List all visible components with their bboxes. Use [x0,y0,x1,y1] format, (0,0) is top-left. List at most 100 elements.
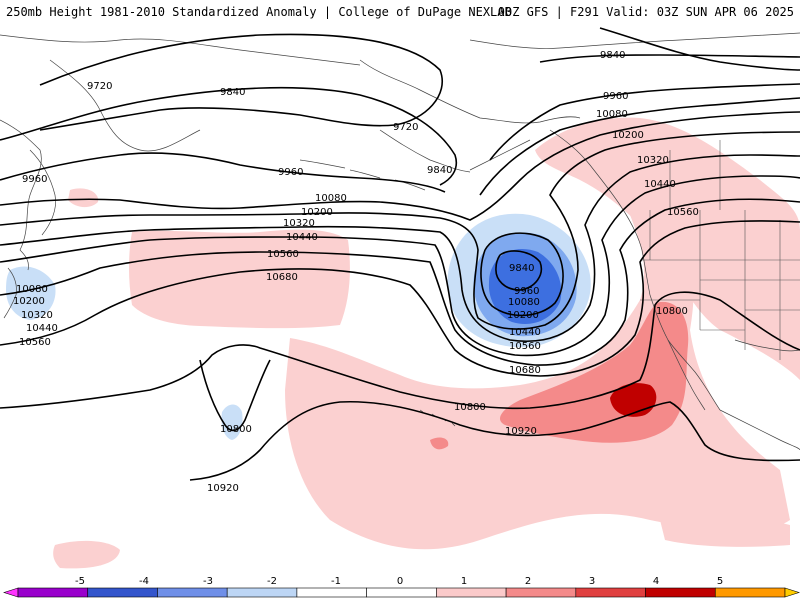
colorbar-tick-label: 1 [461,576,467,587]
contour-10560 [0,198,800,366]
negative-anomaly-3-trough [488,248,562,324]
contour-9840-b [539,54,800,63]
colorbar-arrow-right [784,587,800,598]
contour-label: 9720 [393,122,418,133]
contour-label: 9960 [514,286,539,297]
colorbar: -5 -4 -3 -2 -1 0 1 2 3 4 5 [3,576,800,598]
contour-label: 10320 [283,218,315,229]
contour-10920 [189,400,800,481]
map-title: 250mb Height 1981-2010 Standardized Anom… [6,5,512,19]
negative-anomaly-1-west [6,266,56,320]
colorbar-tick-label: 2 [525,576,531,587]
colorbar-tick-label: -3 [203,576,213,587]
colorbar-segment [436,587,507,598]
contour-10800-dip [199,359,271,432]
contour-10680 [0,220,800,377]
contour-label: 9840 [600,50,625,61]
title-bar: 250mb Height 1981-2010 Standardized Anom… [0,0,800,22]
contour-label: 10800 [656,306,688,317]
colorbar-segment [157,587,228,598]
positive-anomaly-1-coast [535,117,800,380]
contour-label: 10560 [667,207,699,218]
colorbar-tick-label: -4 [139,576,149,587]
contour-label: 10200 [13,296,45,307]
colorbar-segment [226,587,298,598]
contour-label: 10680 [266,272,298,283]
contour-label: 10800 [220,424,252,435]
contour-label: 10200 [301,207,333,218]
contour-label: 9840 [427,165,452,176]
contour-label: 10680 [509,365,541,376]
contour-9840-a [0,86,458,186]
coastline-kamchatka [29,149,56,236]
colorbar-segment [645,587,716,598]
coastline-hawaii [419,409,456,427]
coastline-japan [3,249,29,319]
colorbar-tick-label: -2 [267,576,277,587]
coastline-alaska [359,59,581,173]
colorbar-tick-label: 4 [653,576,659,587]
colorbar-tick-labels: -5 -4 -3 -2 -1 0 1 2 3 4 5 [75,576,723,587]
colorbar-segment [87,587,158,598]
colorbar-tick-label: -5 [75,576,85,587]
contour-label: 9960 [22,174,47,185]
contour-label: 9960 [603,91,628,102]
contour-9960-b [479,97,800,196]
contour-label: 10440 [509,327,541,338]
coastlines [0,32,800,451]
contour-10200 [0,131,800,330]
contour-label: 10440 [26,323,58,334]
colorbar-tick-label: 5 [717,576,723,587]
positive-anomaly-2-blob [430,437,449,450]
contour-10080 [0,111,800,221]
contour-label: 10080 [596,109,628,120]
positive-anomaly-1-nw-blob [68,188,99,208]
height-contours [0,27,800,481]
coastline-arctic [469,32,800,49]
contour-label: 10320 [21,310,53,321]
contour-label: 10560 [509,341,541,352]
contour-10800 [0,291,800,410]
colorbar-segment [505,587,577,598]
contour-label: 10920 [505,426,537,437]
contour-10320 [0,154,800,343]
map-plot: 9720 9840 9720 9840 9960 9960 10080 1020… [0,22,800,570]
negative-anomaly-1-south [221,404,243,440]
contour-label: 10320 [637,155,669,166]
contour-label: 10200 [612,130,644,141]
contour-label: 10440 [644,179,676,190]
contour-low-9840 [495,250,542,291]
contour-label: 10560 [267,249,299,260]
contour-label: 10920 [207,483,239,494]
coastline-asia [0,34,361,251]
contour-labels: 9720 9840 9720 9840 9960 9960 10080 1020… [13,50,699,494]
contour-label: 9720 [87,81,112,92]
contour-9960-a [0,152,446,193]
colorbar-segment [366,587,437,598]
colorbar-bar [3,587,800,598]
contour-label: 10560 [19,337,51,348]
contour-label: 10080 [508,297,540,308]
colorbar-arrow-left [3,587,19,598]
contour-label: 10200 [507,310,539,321]
coastline-baja [667,339,706,411]
colorbar-tick-label: 0 [397,576,403,587]
colorbar-tick-label: 3 [589,576,595,587]
contour-low-9960 [480,232,564,317]
colorbar-segment [575,587,646,598]
contour-label: 10800 [454,402,486,413]
colorbar-tick-label: -1 [331,576,341,587]
contour-9840-c [489,83,800,161]
contour-label: 10080 [315,193,347,204]
model-valid-time: 00Z GFS | F291 Valid: 03Z SUN APR 06 202… [497,5,794,19]
positive-anomaly-1-se-blob [660,514,790,547]
positive-anomaly-1-central [285,210,790,550]
colorbar-segment [17,587,89,598]
contour-9720-arctic [39,33,443,131]
state-borders [640,140,800,360]
contour-label: 10440 [286,232,318,243]
contour-label: 10080 [16,284,48,295]
contour-label: 9840 [220,87,245,98]
contour-label: 9840 [509,263,534,274]
